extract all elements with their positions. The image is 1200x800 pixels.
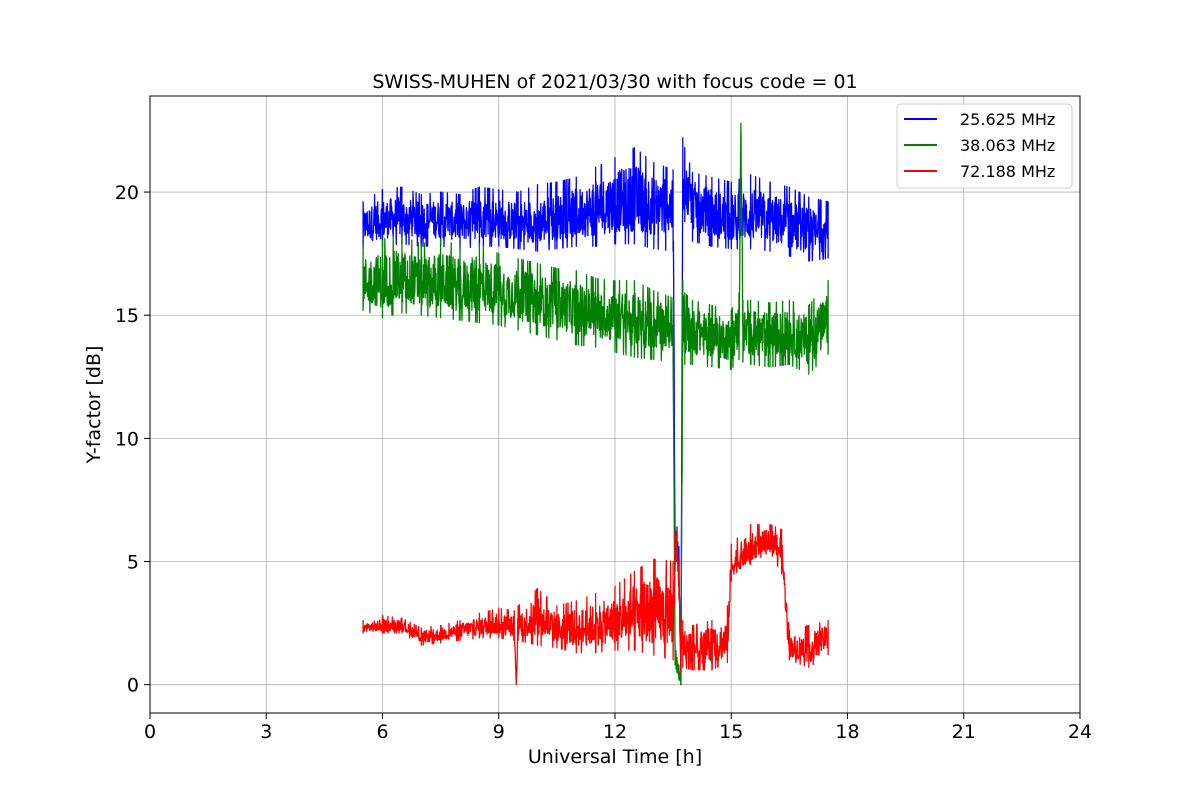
series-line	[362, 122, 829, 686]
x-axis-label: Universal Time [h]	[528, 746, 702, 768]
series-line	[362, 523, 829, 686]
x-tick-label: 9	[493, 721, 505, 743]
series-layer	[362, 122, 829, 686]
legend-label: 25.625 MHz	[960, 110, 1055, 129]
axis-ticks: 0 3 6 9 12 15 18 21 24 0 5 10 15 20	[115, 182, 1092, 743]
legend-label: 72.188 MHz	[960, 162, 1055, 181]
series-2	[362, 523, 829, 686]
legend-box	[896, 103, 1073, 189]
x-tick-label: 15	[719, 721, 743, 743]
y-tick-label: 20	[115, 182, 139, 204]
x-tick-label: 3	[260, 721, 272, 743]
x-tick-label: 21	[952, 721, 976, 743]
chart-title: SWISS-MUHEN of 2021/03/30 with focus cod…	[372, 71, 857, 93]
y-tick-label: 5	[127, 552, 139, 574]
y-tick-label: 15	[115, 305, 139, 327]
x-tick-label: 24	[1068, 721, 1092, 743]
y-tick-label: 0	[127, 675, 139, 697]
series-1	[362, 122, 829, 686]
legend: 25.625 MHz 38.063 MHz 72.188 MHz	[896, 103, 1073, 189]
y-tick-label: 10	[115, 428, 139, 450]
x-tick-label: 0	[144, 721, 156, 743]
x-tick-label: 18	[835, 721, 859, 743]
x-tick-label: 6	[376, 721, 388, 743]
x-tick-label: 12	[603, 721, 627, 743]
legend-label: 38.063 MHz	[960, 136, 1055, 155]
y-axis-label: Y-factor [dB]	[83, 346, 105, 465]
